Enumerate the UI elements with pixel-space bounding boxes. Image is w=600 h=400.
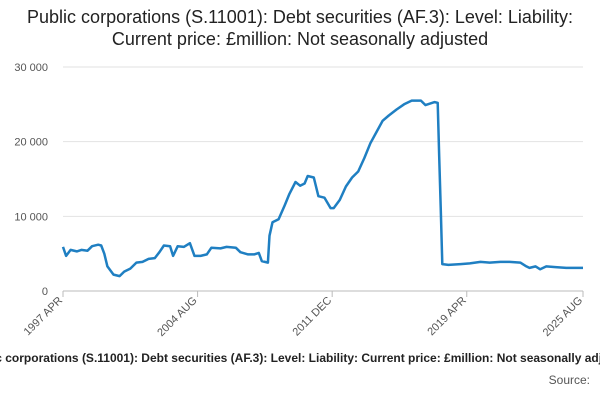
y-tick-label: 20 000 [14, 137, 48, 149]
y-tick-label: 30 000 [14, 62, 48, 74]
x-tick-label: 2004 AUG [155, 295, 199, 339]
line-series [61, 99, 583, 278]
legend-label: Public corporations (S.11001): Debt secu… [0, 351, 600, 365]
source: Source: [549, 373, 590, 387]
chart-title: Public corporations (S.11001): Debt secu… [27, 7, 573, 49]
x-tick-label: 2019 APR [425, 295, 469, 339]
x-tick-label: 1997 APR [22, 295, 66, 339]
y-tick-label: 0 [42, 286, 48, 298]
y-tick-label: 10 000 [14, 211, 48, 223]
x-tick-label: 2011 DEC [291, 295, 335, 339]
x-tick-label: 2025 AUG [541, 295, 585, 339]
